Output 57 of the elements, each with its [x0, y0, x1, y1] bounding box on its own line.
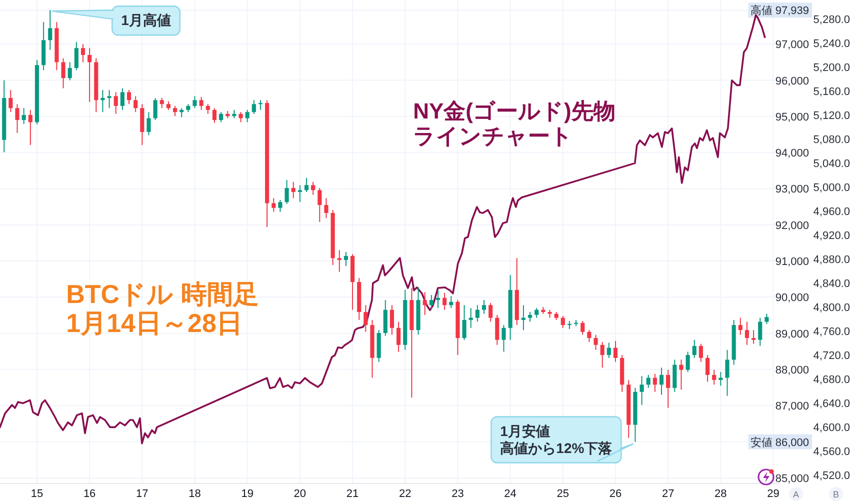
x-tick-label: 19 [241, 488, 254, 500]
y2-tick-label: 5,200.0 [813, 62, 850, 74]
y-tick-label: 93,000 [775, 184, 809, 196]
y-tick-label: 90,000 [775, 292, 809, 304]
y-tick-label: 89,000 [775, 328, 809, 340]
y2-tick-label: 4,920.0 [813, 230, 850, 242]
x-tick-label: 24 [504, 488, 516, 500]
y-tick-label: 95,000 [775, 111, 809, 124]
y-tick-label: 高値 97,939 [750, 4, 809, 18]
y2-tick-label: 4,640.0 [813, 398, 850, 410]
y2-tick-label: 4,520.0 [813, 470, 850, 482]
note: BTCドル 時間足 1月14日～28日 [66, 278, 259, 338]
y2-tick-label: 4,800.0 [813, 302, 850, 314]
y-tick-label: 92,000 [775, 220, 809, 232]
y-axis-title: A [789, 487, 803, 501]
y2-tick-label: 4,840.0 [813, 278, 850, 290]
x-tick-label: 16 [83, 488, 96, 500]
y2-tick-label: 5,080.0 [813, 134, 850, 146]
y2-tick-label: 4,680.0 [813, 374, 850, 386]
y-tick-label: 94,000 [775, 148, 809, 160]
annotation: 高値から12%下落 [500, 440, 612, 456]
y2-tick-label: 4,760.0 [813, 326, 850, 338]
x-tick-label: 22 [398, 488, 412, 500]
y2-tick-label: 5,000.0 [813, 182, 850, 194]
y2-tick-label: 4,880.0 [813, 254, 850, 266]
x-tick-label: 28 [714, 488, 727, 500]
x-tick-label: 23 [452, 488, 464, 500]
y-tick-label: 91,000 [775, 256, 809, 268]
y2-tick-label: 5,120.0 [813, 110, 850, 122]
x-tick-label: 20 [294, 488, 306, 500]
x-tick-label: 27 [662, 488, 674, 500]
note: 1月安値 [500, 422, 550, 439]
y-tick-label: 85,000 [775, 472, 809, 485]
y2-tick-label: 5,240.0 [813, 38, 850, 50]
y2-axis-title: B [832, 490, 840, 500]
x-tick-label: 17 [136, 488, 148, 500]
y2-tick-label: 5,280.0 [813, 14, 850, 26]
y-tick-label: 96,000 [775, 75, 809, 88]
annotation: 1月高値 [121, 12, 171, 28]
y-axis-title: A [792, 490, 800, 500]
y2-tick-label: 4,720.0 [813, 350, 850, 362]
y-tick-label: 97,000 [775, 39, 809, 52]
y-tick-label: 安値 86,000 [750, 436, 809, 449]
x-tick-label: 25 [556, 488, 570, 500]
y2-tick-label: 5,160.0 [813, 86, 850, 98]
y2-axis-title: B [829, 487, 843, 501]
y2-tick-label: 5,040.0 [813, 158, 850, 170]
y-tick-label: 88,000 [775, 364, 809, 376]
x-tick-label: 15 [30, 488, 44, 500]
x-tick-label: 29 [767, 488, 780, 500]
x-tick-label: 18 [188, 488, 201, 500]
x-tick-label: 26 [609, 488, 622, 500]
y-tick-label: 87,000 [775, 400, 809, 413]
y2-tick-label: 4,960.0 [813, 206, 850, 218]
y2-tick-label: 4,560.0 [813, 446, 850, 458]
x-tick-label: 21 [346, 488, 359, 500]
y2-tick-label: 4,600.0 [813, 422, 850, 434]
